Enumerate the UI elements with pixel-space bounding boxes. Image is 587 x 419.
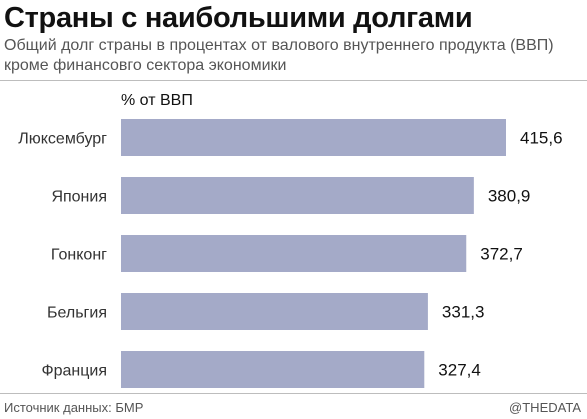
- value-label: 372,7: [480, 245, 523, 264]
- category-label: Люксембург: [18, 131, 107, 148]
- bar: [121, 177, 474, 214]
- footer-divider: [0, 393, 587, 394]
- chart-subtitle: Общий долг страны в процентах от валовог…: [4, 37, 554, 74]
- source-note: Источник данных: БМР: [4, 400, 144, 415]
- bar: [121, 235, 467, 272]
- bar: [121, 119, 506, 156]
- chart-title: Страны с наибольшими долгами: [4, 2, 473, 34]
- value-label: 380,9: [488, 187, 531, 206]
- header-divider: [0, 80, 587, 81]
- category-label: Япония: [51, 189, 107, 206]
- category-label: Франция: [41, 363, 107, 380]
- bar: [121, 351, 425, 388]
- unit-label: % от ВВП: [121, 92, 193, 109]
- value-label: 327,4: [438, 361, 481, 380]
- category-label: Гонконг: [51, 247, 107, 264]
- value-label: 415,6: [520, 129, 563, 148]
- category-label: Бельгия: [47, 305, 107, 322]
- value-label: 331,3: [442, 303, 485, 322]
- bar: [121, 293, 428, 330]
- credit-label: @THEDATA: [509, 400, 581, 415]
